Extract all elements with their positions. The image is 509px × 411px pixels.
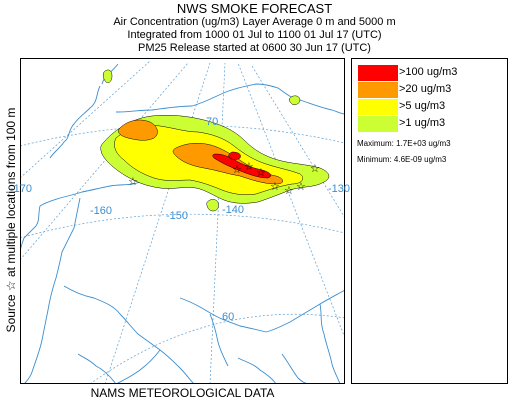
legend-swatch-1	[358, 116, 398, 132]
longitude-label: -170	[10, 183, 33, 195]
legend-swatch-100	[358, 65, 398, 81]
graticule-line	[20, 213, 345, 239]
coastline-segment	[265, 289, 345, 333]
legend-label-5: >5 ug/m3	[399, 100, 446, 112]
coastline-segment	[63, 285, 139, 335]
coastline-segment	[115, 349, 161, 384]
graticule-line	[20, 62, 189, 261]
graticule-line	[104, 62, 211, 384]
source-star-icon: ☆	[284, 184, 294, 197]
legend-swatch-20	[358, 82, 398, 98]
contour-level-1	[206, 199, 219, 212]
source-star-icon: ☆	[232, 163, 242, 176]
source-star-icon: ☆	[296, 180, 306, 193]
graticule-line	[89, 313, 345, 384]
graticule-line	[20, 60, 151, 179]
legend-label-100: >100 ug/m3	[399, 66, 458, 78]
contour-level-1	[102, 69, 113, 83]
concentration-legend: >100 ug/m3 >20 ug/m3 >5 ug/m3 >1 ug/m3 M…	[351, 58, 508, 384]
latitude-label: 60	[222, 311, 235, 323]
legend-label-20: >20 ug/m3	[399, 83, 452, 95]
coastline-segment	[237, 357, 277, 384]
source-star-icon: ☆	[270, 180, 280, 193]
longitude-label: -130	[328, 183, 351, 195]
coastline-segment	[179, 297, 267, 333]
coastline-segment	[115, 83, 279, 113]
coastline-segment	[49, 85, 101, 159]
longitude-label: -140	[222, 204, 245, 216]
source-star-icon: ☆	[256, 166, 266, 179]
integration-period: Integrated from 1000 01 Jul to 1100 01 J…	[127, 29, 382, 41]
contour-level-20	[118, 119, 158, 141]
latitude-label: 70	[206, 116, 219, 128]
data-source-footer: NAMS METEOROLOGICAL DATA	[90, 386, 275, 400]
source-star-icon: ☆	[244, 160, 254, 173]
longitude-label: -150	[166, 210, 189, 222]
coastline-segment	[23, 277, 57, 384]
coastline-segment	[281, 353, 311, 384]
contour-level-100	[212, 153, 272, 179]
source-location-label: Source ☆ at multiple locations from 100 …	[4, 107, 18, 333]
chart-title: NWS SMOKE FORECAST	[176, 1, 333, 16]
coastline-segment	[319, 303, 341, 384]
coastline-segment	[209, 313, 229, 367]
legend-swatch-5	[358, 99, 398, 115]
coastline-segment	[77, 353, 117, 384]
graticule-line	[237, 62, 345, 339]
graticule	[20, 60, 345, 384]
contour-level-100	[228, 151, 241, 160]
legend-label-1: >1 ug/m3	[399, 117, 446, 129]
source-star-icon: ☆	[310, 162, 320, 175]
minimum-concentration: Minimum: 4.6E-09 ug/m3	[357, 155, 447, 164]
source-markers: ☆ ☆ ☆ ☆ ☆ ☆ ☆ ☆	[128, 160, 320, 197]
graticule-line	[209, 62, 226, 384]
coastline-segment	[20, 205, 41, 255]
maximum-concentration: Maximum: 1.7E+03 ug/m3	[357, 139, 451, 148]
contour-level-1	[288, 95, 301, 106]
source-star-icon: ☆	[128, 175, 138, 188]
smoke-plume	[100, 69, 330, 212]
coastline-segment	[277, 87, 345, 115]
release-info: PM25 Release started at 0600 30 Jun 17 (…	[138, 42, 371, 54]
concentration-subtitle: Air Concentration (ug/m3) Layer Average …	[113, 16, 396, 28]
coastline-segment	[39, 181, 141, 207]
coastline-segment	[137, 333, 195, 384]
graticule-line	[251, 65, 345, 219]
longitude-label: -160	[90, 205, 113, 217]
coastline-segment	[55, 197, 81, 279]
coastline	[20, 63, 345, 384]
